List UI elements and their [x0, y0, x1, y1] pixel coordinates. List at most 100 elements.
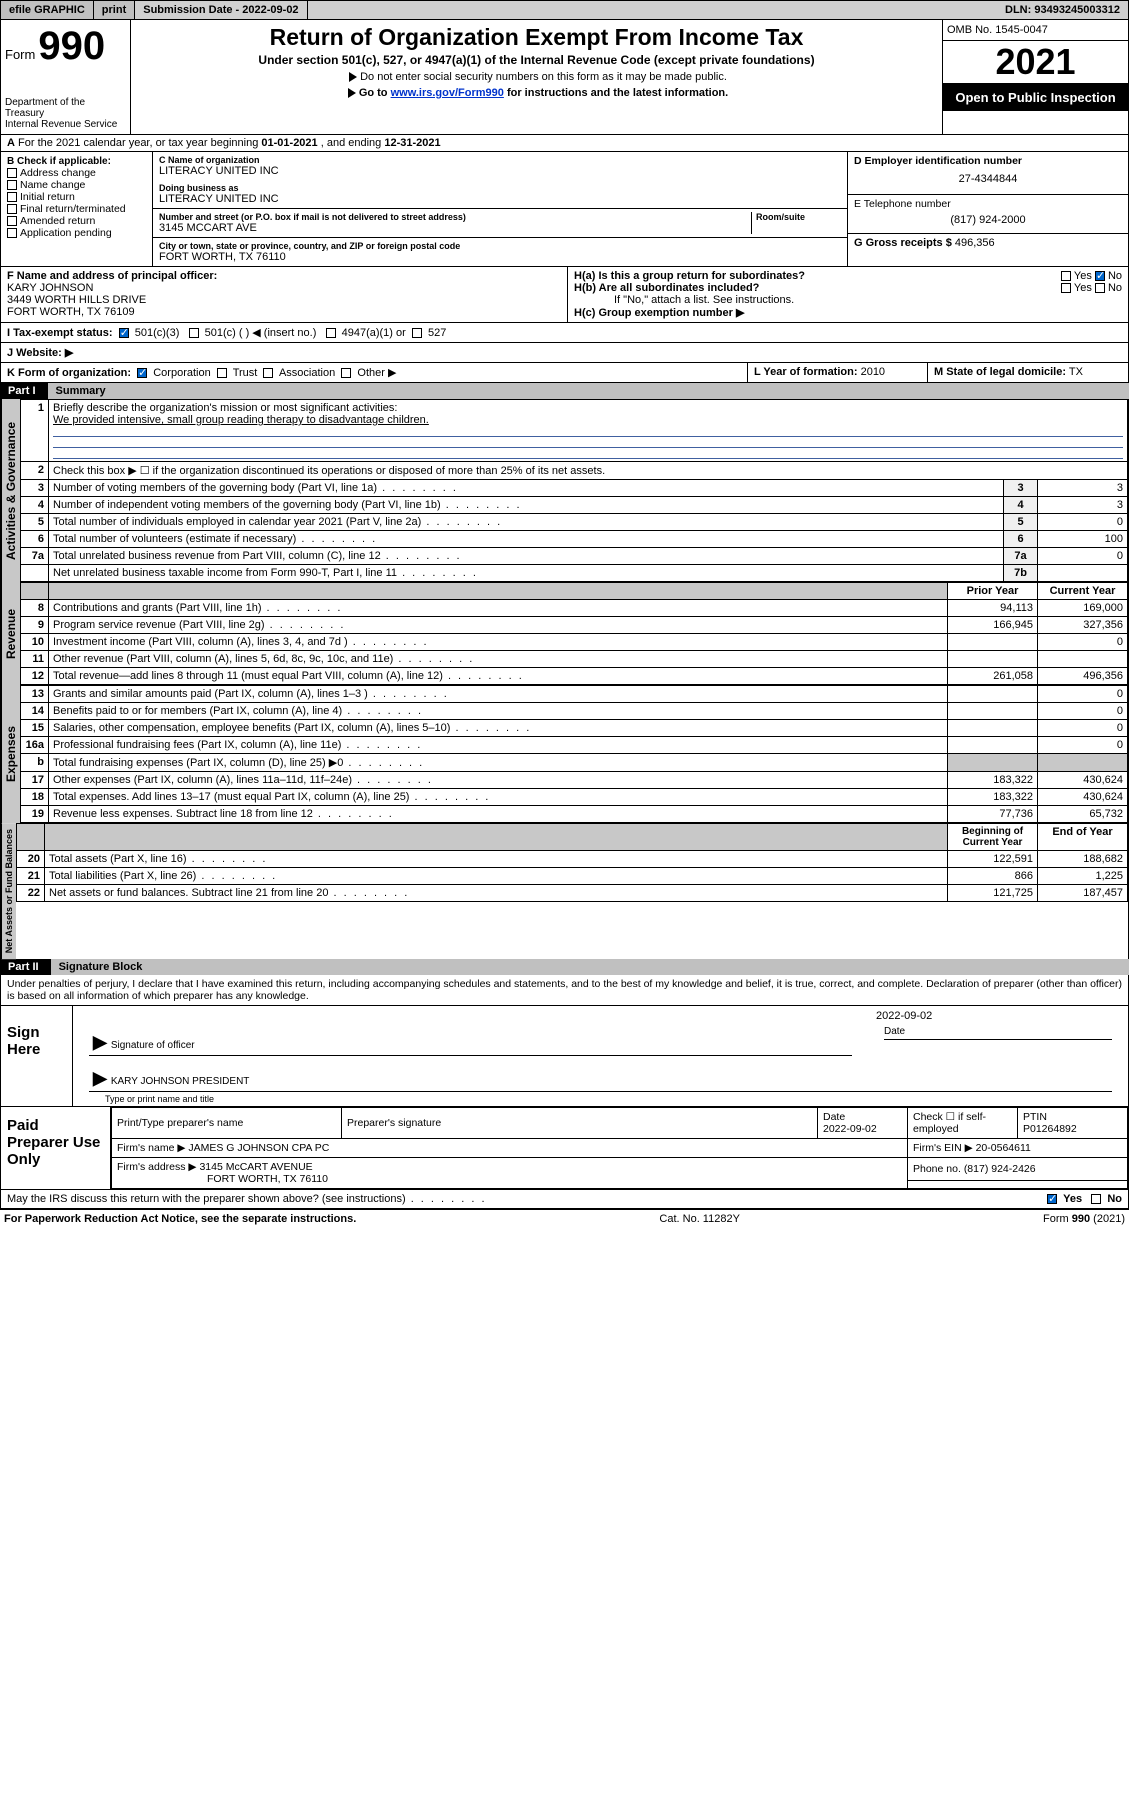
cb-527[interactable]: [412, 328, 422, 338]
prep-ptin: P01264892: [1023, 1123, 1077, 1135]
cb-assoc[interactable]: [263, 368, 273, 378]
firm-label: Firm's name ▶: [117, 1142, 185, 1154]
hc-label: H(c) Group exemption number ▶: [574, 307, 744, 319]
hdr-end: End of Year: [1038, 824, 1128, 851]
discuss-no[interactable]: [1091, 1194, 1101, 1204]
website-label: J Website: ▶: [7, 347, 73, 359]
governance-section: Activities & Governance 1 Briefly descri…: [0, 399, 1129, 582]
ein-value: 27-4344844: [854, 167, 1122, 191]
side-revenue: Revenue: [1, 582, 20, 685]
sign-block: Sign Here ▶Signature of officer 2022-09-…: [0, 1006, 1129, 1107]
hdr-current: Current Year: [1038, 583, 1128, 600]
entity-block: B Check if applicable: Address change Na…: [0, 152, 1129, 267]
sig-officer-label: Signature of officer: [111, 1040, 195, 1051]
footer-left: For Paperwork Reduction Act Notice, see …: [4, 1213, 356, 1225]
hb-note: If "No," attach a list. See instructions…: [574, 294, 1122, 306]
domicile: TX: [1069, 366, 1083, 378]
cb-pending[interactable]: Application pending: [7, 227, 146, 239]
col-h: H(a) Is this a group return for subordin…: [568, 267, 1128, 322]
preparer-block: Paid Preparer Use Only Print/Type prepar…: [0, 1107, 1129, 1190]
firm-phone: (817) 924-2426: [964, 1163, 1036, 1175]
hb-yes[interactable]: [1061, 283, 1071, 293]
firm-addr: 3145 McCART AVENUE: [199, 1161, 312, 1173]
cb-name[interactable]: Name change: [7, 179, 146, 191]
col-d-ein: D Employer identification number 27-4344…: [848, 152, 1128, 266]
room-label: Room/suite: [756, 212, 841, 222]
col-f: F Name and address of principal officer:…: [1, 267, 568, 322]
firm-name: JAMES G JOHNSON CPA PC: [188, 1142, 329, 1154]
hb-label: H(b) Are all subordinates included?: [574, 282, 759, 294]
efile-label: efile GRAPHIC: [1, 1, 94, 19]
footer-right: Form 990 (2021): [1043, 1213, 1125, 1225]
cb-corp[interactable]: [137, 368, 147, 378]
phone-label: E Telephone number: [854, 198, 1122, 210]
form-title: Return of Organization Exempt From Incom…: [139, 24, 934, 51]
cb-amended[interactable]: Amended return: [7, 215, 146, 227]
ssn-note: Do not enter social security numbers on …: [139, 71, 934, 83]
dln-label: DLN:: [1005, 4, 1031, 16]
sign-date-label: Date: [884, 1024, 1112, 1040]
sign-date: 2022-09-02: [876, 1010, 1120, 1022]
col-c-org: C Name of organization LITERACY UNITED I…: [153, 152, 848, 266]
preparer-table: Print/Type preparer's name Preparer's si…: [111, 1107, 1128, 1189]
q2-text: Check this box ▶ ☐ if the organization d…: [49, 462, 1128, 480]
q1-text: Briefly describe the organization's miss…: [53, 402, 397, 414]
year-formation: 2010: [861, 366, 885, 378]
cb-501c[interactable]: [189, 328, 199, 338]
cb-other[interactable]: [341, 368, 351, 378]
irs-link[interactable]: www.irs.gov/Form990: [391, 87, 504, 99]
officer-addr1: 3449 WORTH HILLS DRIVE: [7, 294, 146, 306]
cb-initial[interactable]: Initial return: [7, 191, 146, 203]
expenses-section: Expenses 13Grants and similar amounts pa…: [0, 685, 1129, 823]
submission-date: Submission Date - 2022-09-02: [135, 1, 307, 19]
form-org-label: K Form of organization:: [7, 367, 131, 379]
firm-ein: 20-0564611: [976, 1142, 1031, 1154]
side-expenses: Expenses: [1, 685, 20, 823]
street-addr: 3145 MCCART AVE: [159, 222, 751, 234]
cb-4947[interactable]: [326, 328, 336, 338]
ha-no[interactable]: [1095, 271, 1105, 281]
ha-yes[interactable]: [1061, 271, 1071, 281]
cb-trust[interactable]: [217, 368, 227, 378]
print-button[interactable]: print: [94, 1, 135, 19]
ein-label: D Employer identification number: [854, 155, 1122, 167]
phone-value: (817) 924-2000: [854, 210, 1122, 230]
cb-501c3[interactable]: [119, 328, 129, 338]
discuss-yes[interactable]: [1047, 1194, 1057, 1204]
gross-value: 496,356: [955, 237, 995, 249]
revenue-table: Prior Year Current Year 8Contributions a…: [20, 582, 1128, 685]
year-formation-label: L Year of formation:: [754, 366, 858, 378]
cb-address[interactable]: Address change: [7, 167, 146, 179]
expenses-table: 13Grants and similar amounts paid (Part …: [20, 685, 1128, 823]
officer-addr2: FORT WORTH, TX 76109: [7, 306, 135, 318]
officer-typed-name: KARY JOHNSON PRESIDENT: [111, 1076, 250, 1087]
typed-name-label: Type or print name and title: [81, 1094, 1120, 1104]
firm-addr-label: Firm's address ▶: [117, 1161, 197, 1173]
cb-final[interactable]: Final return/terminated: [7, 203, 146, 215]
part1-num: Part I: [8, 385, 48, 397]
dba-value: LITERACY UNITED INC: [159, 193, 841, 205]
revenue-section: Revenue Prior Year Current Year 8Contrib…: [0, 582, 1129, 685]
footer-mid: Cat. No. 11282Y: [659, 1213, 740, 1225]
top-bar: efile GRAPHIC print Submission Date - 20…: [0, 0, 1129, 20]
hb-no[interactable]: [1095, 283, 1105, 293]
q1-answer: We provided intensive, small group readi…: [53, 414, 429, 426]
netassets-table: Beginning of Current Year End of Year 20…: [16, 823, 1128, 902]
discuss-text: May the IRS discuss this return with the…: [1, 1190, 928, 1208]
row-i: I Tax-exempt status: 501(c)(3) 501(c) ( …: [0, 323, 1129, 343]
governance-table: 1 Briefly describe the organization's mi…: [20, 399, 1128, 582]
dln: DLN: 93493245003312: [997, 1, 1128, 19]
dln-value: 93493245003312: [1034, 4, 1120, 16]
form-subtitle: Under section 501(c), 527, or 4947(a)(1)…: [139, 53, 934, 67]
part2-title: Signature Block: [51, 959, 1129, 975]
b-title: B Check if applicable:: [7, 156, 146, 167]
domicile-label: M State of legal domicile:: [934, 366, 1066, 378]
prep-h5: PTIN: [1023, 1111, 1047, 1123]
page-footer: For Paperwork Reduction Act Notice, see …: [0, 1209, 1129, 1228]
part1-header: Part I Summary: [0, 383, 1129, 399]
open-public-badge: Open to Public Inspection: [943, 84, 1128, 111]
row-j: J Website: ▶: [0, 343, 1129, 363]
side-netassets: Net Assets or Fund Balances: [1, 823, 16, 959]
dba-label: Doing business as: [159, 183, 841, 193]
officer-name: KARY JOHNSON: [7, 282, 93, 294]
